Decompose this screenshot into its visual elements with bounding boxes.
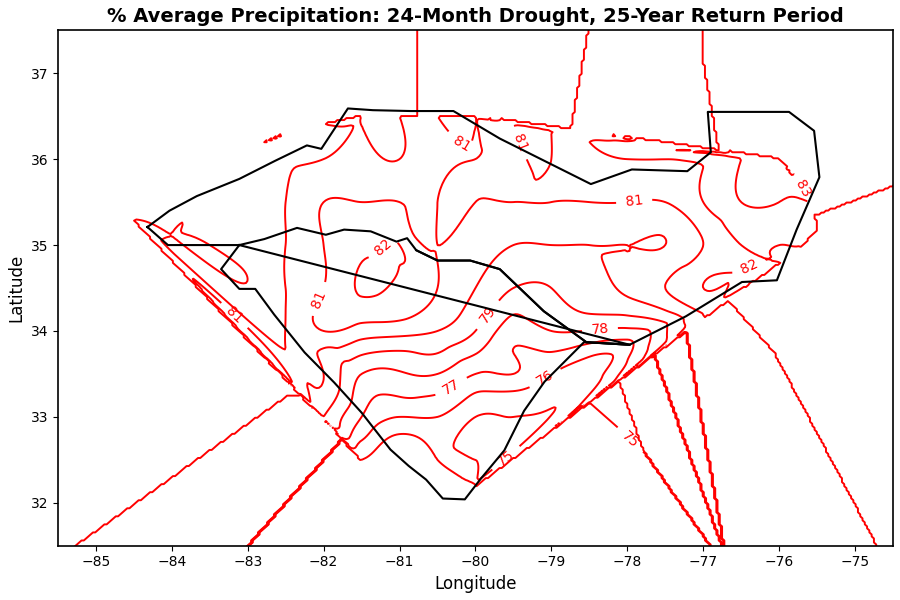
- Text: 81: 81: [510, 132, 530, 154]
- Text: 80: 80: [410, 0, 424, 12]
- Text: 75: 75: [618, 429, 641, 451]
- Text: 77: 77: [440, 377, 463, 398]
- Text: 79: 79: [477, 304, 499, 326]
- Text: 76: 76: [534, 367, 556, 389]
- Text: 81: 81: [223, 304, 246, 326]
- Text: 75: 75: [495, 447, 518, 469]
- Text: 83: 83: [793, 178, 814, 200]
- Text: 82: 82: [372, 236, 394, 258]
- Y-axis label: Latitude: Latitude: [7, 254, 25, 322]
- Text: 82: 82: [738, 257, 760, 277]
- Text: 81: 81: [625, 193, 643, 209]
- Text: 82: 82: [696, 0, 710, 12]
- Text: 78: 78: [590, 322, 609, 337]
- Text: 81: 81: [450, 134, 472, 155]
- Title: % Average Precipitation: 24-Month Drought, 25-Year Return Period: % Average Precipitation: 24-Month Drough…: [107, 7, 844, 26]
- Text: 81: 81: [309, 288, 328, 310]
- X-axis label: Longitude: Longitude: [434, 575, 517, 593]
